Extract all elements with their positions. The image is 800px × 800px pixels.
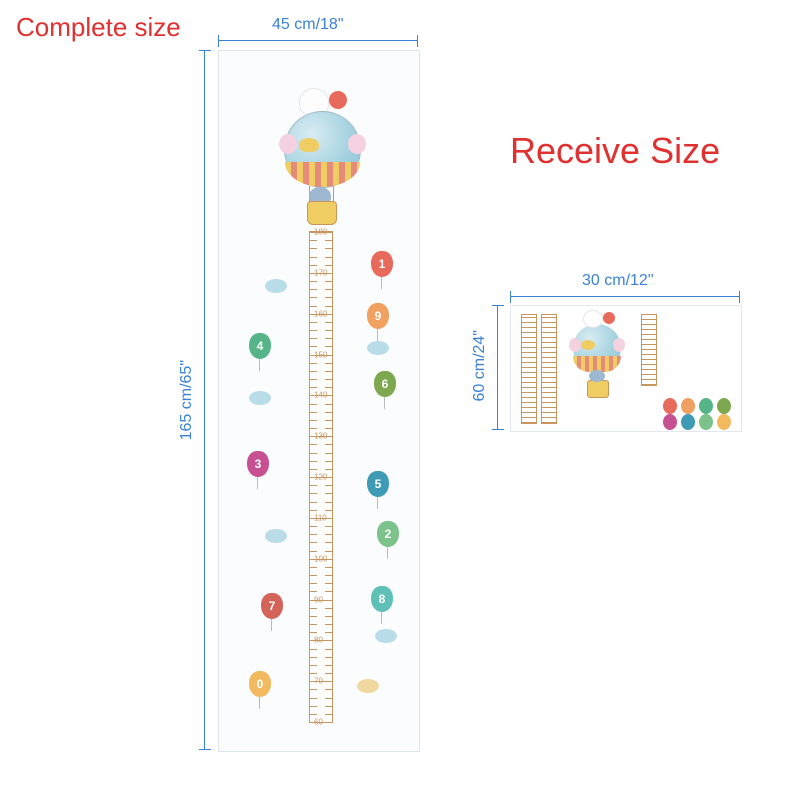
number-balloon-4: 4 [249, 333, 271, 359]
basket-icon [307, 201, 337, 225]
ruler-label: 140 [314, 391, 327, 400]
cloud-icon [375, 629, 397, 643]
receive-size-title: Receive Size [510, 130, 720, 172]
mini-number-icon [663, 398, 677, 414]
ruler-label: 150 [314, 350, 327, 359]
number-balloon-7: 7 [261, 593, 283, 619]
cloud-icon [249, 391, 271, 405]
ruler-label: 80 [314, 636, 323, 645]
mini-number-icon [699, 414, 713, 430]
ruler-label: 70 [314, 677, 323, 686]
mini-number-icon [681, 414, 695, 430]
hot-air-balloon-icon [284, 111, 361, 188]
right-height-dim-line [497, 305, 499, 430]
mini-balloon-icon [573, 324, 621, 372]
left-height-label: 165 cm/65" [178, 360, 196, 440]
ruler-label: 110 [314, 513, 327, 522]
ruler-label: 130 [314, 432, 327, 441]
number-balloon-9: 9 [367, 303, 389, 329]
right-width-dim-line [510, 296, 740, 298]
number-balloon-5: 5 [367, 471, 389, 497]
cloud-icon [367, 341, 389, 355]
number-balloon-0: 0 [249, 671, 271, 697]
left-width-dim-line [218, 40, 418, 42]
number-balloon-3: 3 [247, 451, 269, 477]
mini-number-icon [663, 414, 677, 430]
ruler-label: 180 [314, 228, 327, 237]
mini-cat-icon [583, 310, 603, 328]
cloud-icon [357, 679, 379, 693]
ruler-label: 160 [314, 309, 327, 318]
mini-ruler-3 [641, 314, 657, 386]
mini-number-icon [717, 398, 731, 414]
mini-ruler-2 [541, 314, 557, 424]
complete-size-title: Complete size [16, 12, 181, 43]
ruler-label: 60 [314, 718, 323, 727]
receive-size-panel [510, 305, 742, 432]
ruler-label: 90 [314, 595, 323, 604]
height-ruler: 60708090100110120130140150160170180 [309, 231, 333, 723]
cloud-icon [265, 279, 287, 293]
right-height-label: 60 cm/24" [471, 330, 489, 402]
mini-rooster-icon [603, 312, 615, 324]
mini-ruler-1 [521, 314, 537, 424]
mini-number-icon [717, 414, 731, 430]
ruler-label: 170 [314, 268, 327, 277]
balloon-face-icon [299, 138, 319, 152]
mini-number-icon [681, 398, 695, 414]
left-height-dim-line [204, 50, 206, 750]
mini-number-icon [699, 398, 713, 414]
ruler-label: 120 [314, 473, 327, 482]
cloud-icon [265, 529, 287, 543]
mini-elephant-icon [589, 370, 605, 382]
rooster-icon [329, 91, 347, 109]
number-balloon-6: 6 [374, 371, 396, 397]
ruler-label: 100 [314, 554, 327, 563]
number-balloon-8: 8 [371, 586, 393, 612]
right-width-label: 30 cm/12" [582, 272, 654, 290]
mini-basket-icon [587, 380, 609, 398]
left-width-label: 45 cm/18" [272, 16, 344, 34]
number-balloon-1: 1 [371, 251, 393, 277]
complete-size-panel: 60708090100110120130140150160170180 1946… [218, 50, 420, 752]
number-balloon-2: 2 [377, 521, 399, 547]
